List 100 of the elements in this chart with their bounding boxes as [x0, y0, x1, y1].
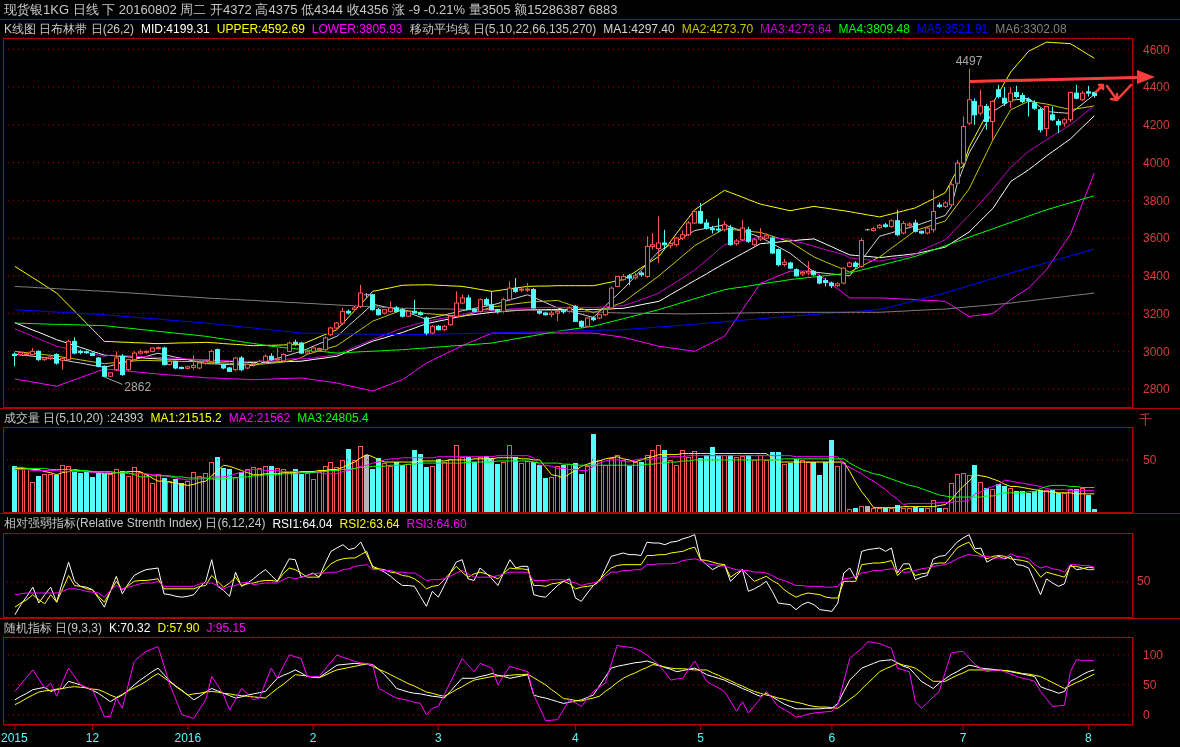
- bar: [346, 449, 351, 513]
- bar: [633, 462, 638, 513]
- text: RSI3:64.60: [406, 516, 467, 531]
- legend-title: 随机指标 日(9,3,3): [4, 619, 103, 637]
- candlestick: [436, 325, 441, 331]
- candlestick: [1056, 118, 1061, 134]
- line-series: [14, 285, 1095, 315]
- x-tick-label: 4: [572, 730, 580, 745]
- y-tick-label: 4000: [1143, 155, 1171, 170]
- y-tick-label: 3400: [1143, 269, 1171, 284]
- bar: [162, 478, 167, 513]
- text: K:70.32: [109, 621, 151, 635]
- y-tick-label: 4400: [1143, 80, 1171, 95]
- bar: [746, 455, 751, 513]
- candlestick: [269, 352, 274, 361]
- bar: [430, 466, 435, 513]
- series-label: RSI1:64.04: [272, 516, 333, 531]
- y-tick-label: 100: [1143, 648, 1164, 663]
- line-series: [14, 248, 1095, 336]
- text: MA1:21515.2: [150, 411, 222, 425]
- candlestick: [984, 103, 989, 131]
- text: MID:4199.31: [141, 22, 210, 36]
- text: MA1:4297.40: [603, 22, 675, 36]
- y-tick-label: 3600: [1143, 231, 1171, 246]
- text: 移动平均线 日(5,10,22,66,135,270): [409, 20, 597, 38]
- bar: [561, 465, 566, 513]
- x-tick-label: 2016: [174, 730, 202, 745]
- y-axis-title: 千: [1139, 411, 1152, 429]
- bar: [567, 464, 572, 513]
- y-tick-label: 3200: [1143, 306, 1171, 321]
- text: MA3:24805.4: [297, 411, 369, 425]
- y-tick-label: 3000: [1143, 344, 1171, 359]
- bar: [233, 477, 238, 513]
- bar: [36, 476, 41, 513]
- bar: [585, 466, 590, 513]
- bar: [627, 466, 632, 513]
- y-tick-label: 3800: [1143, 193, 1171, 208]
- x-tick-label: 3: [434, 730, 442, 745]
- x-tick-label: 8: [1084, 730, 1092, 745]
- candlestick: [662, 229, 667, 251]
- bar: [728, 455, 733, 513]
- text: D:57.90: [157, 621, 200, 635]
- bar: [12, 466, 17, 513]
- line-series: [14, 195, 1095, 354]
- text: MA6:3302.08: [995, 22, 1067, 36]
- bar: [239, 472, 244, 513]
- candlestick: [972, 97, 977, 126]
- bar: [54, 475, 59, 513]
- candlestick: [990, 100, 995, 141]
- bar: [167, 481, 172, 513]
- bar: [436, 459, 441, 513]
- bar: [782, 464, 787, 513]
- x-tick-label: 2015: [1, 730, 29, 745]
- line-series: [14, 41, 1095, 347]
- y-tick-label: 4600: [1143, 42, 1171, 57]
- bar: [1008, 488, 1013, 513]
- bar: [990, 489, 995, 513]
- text: MA2:21562: [228, 411, 291, 425]
- x-tick-label: 2: [309, 730, 317, 745]
- y-tick-label: 2800: [1143, 382, 1171, 397]
- bar: [639, 462, 644, 513]
- chart-title: 现货银1KG 日线 下 20160802 周二 开4372 高4375 低4344 收4356 涨 -9 -0.21% 量3505 额15286387 6883: [4, 2, 618, 17]
- text: RSI2:63.64: [339, 516, 400, 531]
- x-tick-label: 5: [697, 730, 705, 745]
- text: MA4:3809.48: [838, 22, 910, 36]
- x-tick-label: 7: [959, 730, 967, 745]
- y-tick-label: 50: [1143, 453, 1157, 468]
- line-series: [14, 641, 1095, 722]
- annotation: 4497: [955, 53, 983, 68]
- text: MA2:4273.70: [681, 22, 754, 36]
- text: J:95.15: [206, 621, 246, 635]
- line-series: [14, 172, 1095, 392]
- text: MA3:4273.64: [760, 22, 832, 36]
- candlestick: [877, 224, 882, 229]
- legend-title: 相对强弱指标(Relative Strenth Index) 日(6,12,24): [4, 515, 266, 532]
- bar: [269, 466, 274, 513]
- bar: [406, 464, 411, 513]
- bar: [513, 457, 518, 513]
- bar: [478, 457, 483, 513]
- bar: [1044, 490, 1049, 513]
- candlestick: [120, 353, 125, 376]
- y-tick-label: 4200: [1143, 118, 1171, 133]
- bar: [364, 455, 369, 513]
- bar: [722, 455, 727, 513]
- annotation: 2862: [124, 379, 152, 394]
- text: LOWER:3805.93: [311, 22, 403, 36]
- candlestick: [36, 350, 41, 361]
- bar: [662, 450, 667, 513]
- x-tick-label: 12: [85, 730, 100, 745]
- legend-title: 成交量 日(5,10,20) :24393: [4, 409, 144, 427]
- x-tick-label: 6: [828, 730, 836, 745]
- legend-title: K线图 日布林带 日(26,2): [4, 20, 135, 38]
- bar: [120, 471, 125, 513]
- y-tick-label: 0: [1143, 708, 1150, 723]
- text: UPPER:4592.69: [216, 22, 305, 36]
- candlestick: [811, 270, 816, 276]
- bar: [591, 434, 596, 513]
- candlestick: [442, 325, 447, 331]
- y-tick-label: 50: [1143, 678, 1157, 693]
- text: MA5:3521.91: [916, 22, 989, 36]
